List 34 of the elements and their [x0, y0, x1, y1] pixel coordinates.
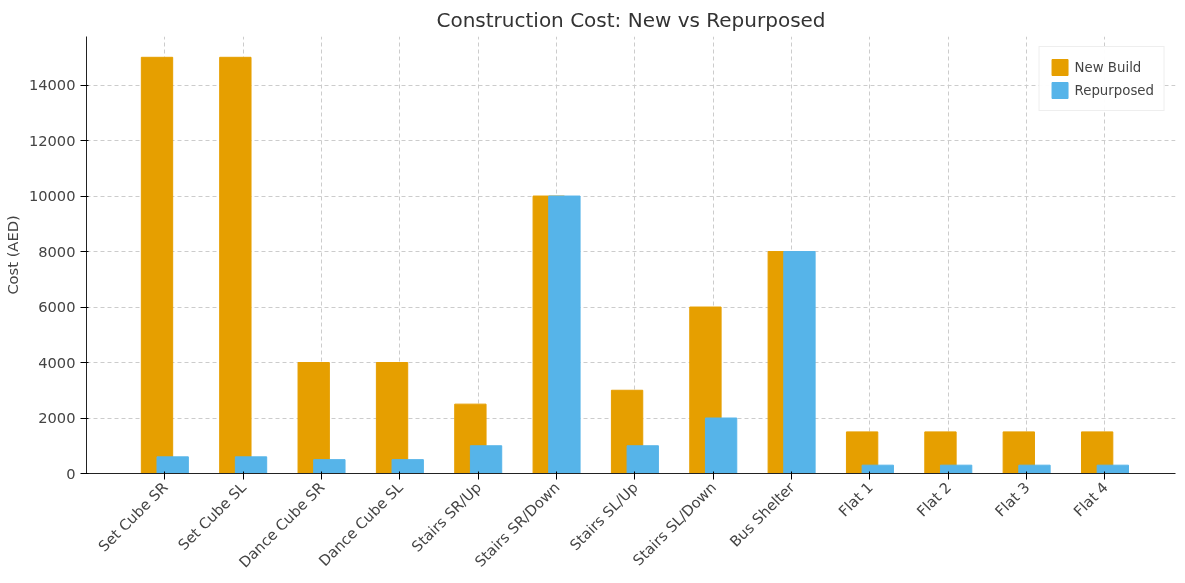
bar: [313, 459, 346, 474]
y-tick-label: 4000: [38, 353, 76, 371]
y-tick-label: 0: [66, 464, 76, 482]
bar: [156, 456, 189, 474]
bar: [375, 362, 409, 474]
bar: [704, 417, 738, 474]
bar: [391, 459, 424, 474]
bar: [626, 445, 659, 474]
x-tick-label: Flat 3: [991, 478, 1033, 520]
chart-title: Construction Cost: New vs Repurposed: [436, 7, 826, 32]
x-tick-label: Flat 2: [913, 478, 955, 520]
bar: [297, 362, 330, 474]
bar: [469, 445, 503, 474]
y-tick-label: 6000: [38, 298, 76, 316]
bar: [1096, 464, 1129, 474]
y-tick-label: 12000: [28, 131, 76, 149]
bar: [1018, 464, 1051, 474]
bar: [219, 56, 252, 474]
legend-label: New Build: [1074, 59, 1142, 75]
bar: [783, 251, 816, 474]
bar: [939, 464, 973, 474]
x-tick-label: Flat 1: [834, 478, 876, 520]
bar: [924, 431, 957, 474]
y-tick-label: 14000: [28, 76, 76, 94]
y-tick-label: 2000: [38, 409, 76, 427]
legend-label: Repurposed: [1074, 82, 1154, 98]
y-tick-label: 10000: [28, 187, 76, 205]
y-axis-title: Cost (AED): [3, 215, 21, 295]
bar: [861, 464, 894, 474]
bar: [548, 195, 581, 474]
y-tick-label: 8000: [38, 242, 76, 260]
x-tick-label: Flat 4: [1069, 478, 1111, 520]
bar: [234, 456, 268, 474]
bar: [140, 56, 174, 474]
